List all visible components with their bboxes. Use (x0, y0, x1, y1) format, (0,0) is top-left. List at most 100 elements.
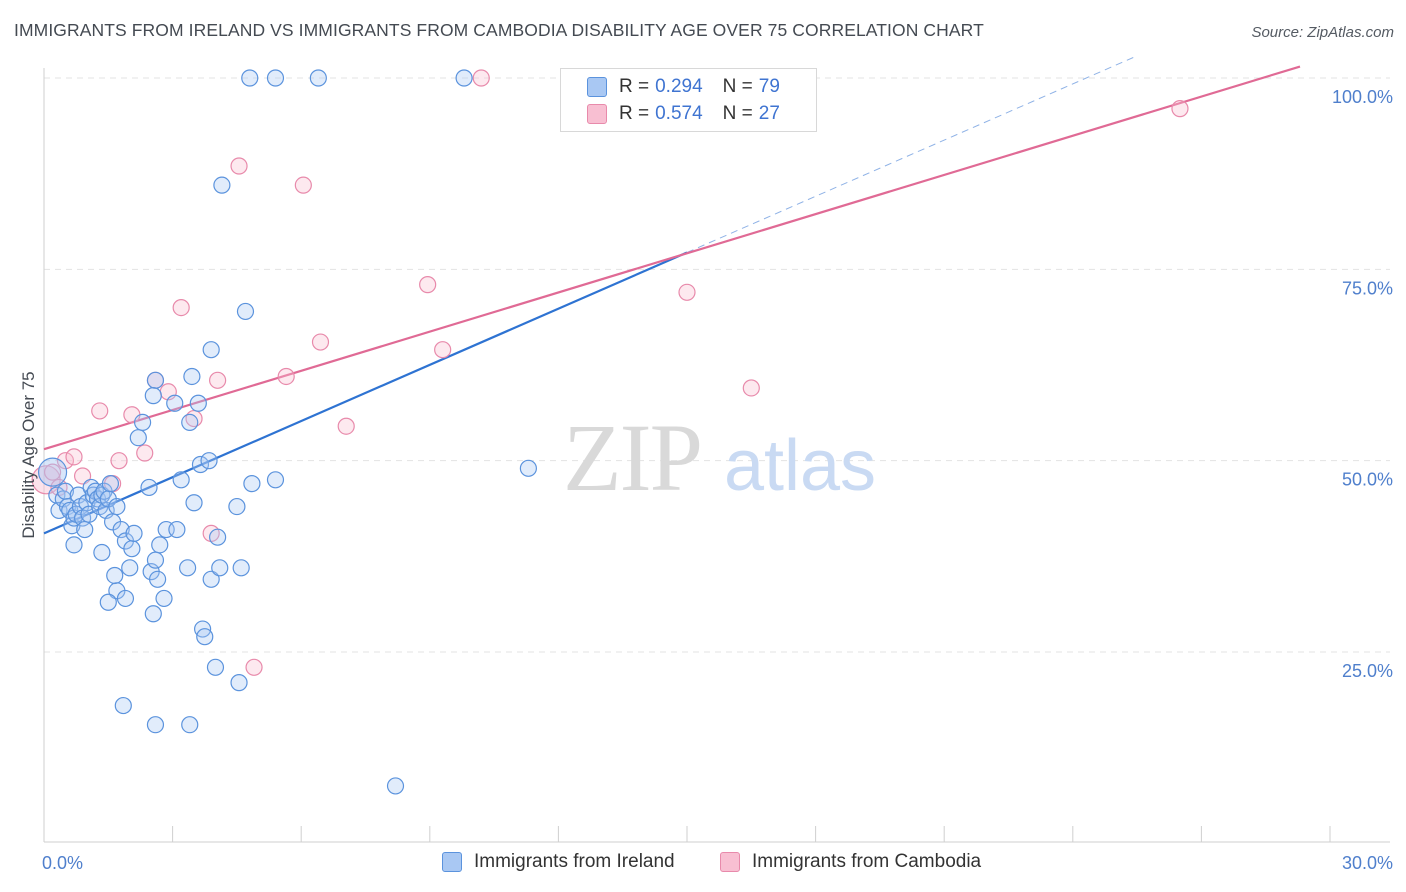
legend-n-value-cambodia: 27 (758, 103, 780, 124)
point-ireland (230, 674, 248, 692)
point-ireland (129, 429, 147, 447)
point-cambodia (110, 452, 128, 470)
point-cambodia (678, 283, 696, 301)
watermark-zip: ZIP (563, 404, 701, 511)
point-ireland (206, 658, 225, 676)
legend-swatch-cambodia (587, 104, 607, 124)
points-layer (31, 69, 1189, 795)
point-ireland (181, 413, 199, 431)
point-cambodia (742, 379, 760, 397)
legend-swatch-ireland (587, 77, 607, 97)
legend-n-value-ireland: 79 (758, 76, 780, 97)
legend-n-label-ireland: N = (722, 76, 753, 97)
point-ireland (211, 559, 229, 577)
point-cambodia (337, 417, 355, 435)
point-ireland (266, 69, 285, 87)
legend-r-value-cambodia: 0.574 (655, 103, 703, 124)
point-ireland (140, 478, 158, 497)
series-label-cambodia: Immigrants from Cambodia (752, 851, 982, 872)
point-ireland (133, 413, 152, 431)
point-ireland (241, 69, 259, 87)
point-ireland (168, 520, 186, 539)
point-ireland (266, 471, 285, 489)
point-cambodia (1171, 100, 1189, 118)
point-ireland (121, 559, 139, 577)
point-ireland (519, 459, 537, 477)
watermark-atlas: atlas (724, 426, 876, 506)
point-cambodia (472, 69, 490, 87)
point-cambodia (209, 371, 227, 389)
point-ireland (166, 394, 184, 412)
point-ireland (455, 69, 473, 87)
point-ireland (106, 566, 124, 585)
point-cambodia (43, 463, 62, 481)
legend-row-cambodia: R = 0.574 N = 27 (587, 102, 780, 126)
point-ireland (101, 475, 120, 493)
point-ireland (200, 452, 218, 470)
trend-layer (43, 55, 1301, 535)
point-ireland (196, 628, 214, 646)
series-legend-ireland[interactable]: Immigrants from Ireland (442, 851, 675, 873)
point-ireland (185, 494, 203, 512)
series-label-ireland: Immigrants from Ireland (474, 851, 675, 872)
point-cambodia (56, 452, 75, 470)
point-ireland (202, 570, 220, 588)
point-ireland (146, 551, 165, 569)
point-ireland (108, 497, 126, 516)
x-tick-label: 0.0% (42, 853, 83, 873)
point-cambodia (65, 448, 83, 466)
point-ireland (151, 536, 169, 554)
point-ireland (209, 528, 227, 546)
point-ireland (114, 696, 132, 715)
point-ireland (76, 520, 94, 539)
legend-r-label-cambodia: R = (619, 103, 650, 124)
y-tick-label: 75.0% (1342, 278, 1393, 298)
point-ireland (183, 367, 201, 386)
legend-n-label-cambodia: N = (722, 103, 753, 124)
point-ireland (144, 387, 162, 405)
point-ireland (144, 605, 162, 623)
point-ireland (172, 471, 190, 489)
source-credit: Source: ZipAtlas.com (1251, 24, 1394, 41)
point-ireland (148, 570, 167, 588)
point-cambodia (230, 157, 248, 175)
point-ireland (202, 341, 220, 359)
y-tick-label: 100.0% (1332, 87, 1393, 107)
legend-row-ireland: R = 0.294 N = 79 (587, 75, 780, 99)
point-cambodia (73, 467, 92, 485)
point-ireland (99, 593, 117, 611)
point-ireland (146, 371, 165, 389)
point-ireland (93, 543, 111, 562)
point-cambodia (419, 276, 437, 294)
point-ireland (181, 716, 199, 734)
point-ireland (191, 455, 210, 474)
trend-line-cambodia (43, 65, 1301, 451)
point-ireland (386, 777, 405, 795)
point-ireland (232, 559, 250, 577)
point-ireland (125, 524, 143, 542)
point-ireland (236, 302, 255, 321)
point-ireland (228, 497, 246, 516)
watermark: ZIP atlas (563, 404, 876, 511)
point-ireland (65, 536, 83, 554)
series-legend-cambodia[interactable]: Immigrants from Cambodia (720, 851, 981, 873)
series-swatch-ireland (442, 852, 462, 872)
point-ireland (309, 69, 327, 87)
axis-layer: 25.0% 50.0% 75.0% 100.0% 0.0% 30.0% (42, 68, 1393, 873)
y-tick-label: 25.0% (1342, 661, 1393, 681)
point-ireland (179, 559, 197, 577)
trend-line-ireland (43, 251, 688, 535)
point-cambodia (136, 444, 154, 462)
point-cambodia (91, 402, 109, 420)
point-ireland (155, 589, 173, 608)
point-cambodia (311, 333, 330, 351)
point-ireland (123, 540, 141, 558)
trend-line-ireland-extension (686, 55, 1138, 253)
point-cambodia (277, 367, 295, 386)
point-cambodia (294, 176, 312, 194)
legend-r-value-ireland: 0.294 (655, 76, 703, 97)
point-ireland (37, 457, 68, 487)
point-cambodia (172, 299, 190, 317)
point-ireland (116, 589, 135, 608)
